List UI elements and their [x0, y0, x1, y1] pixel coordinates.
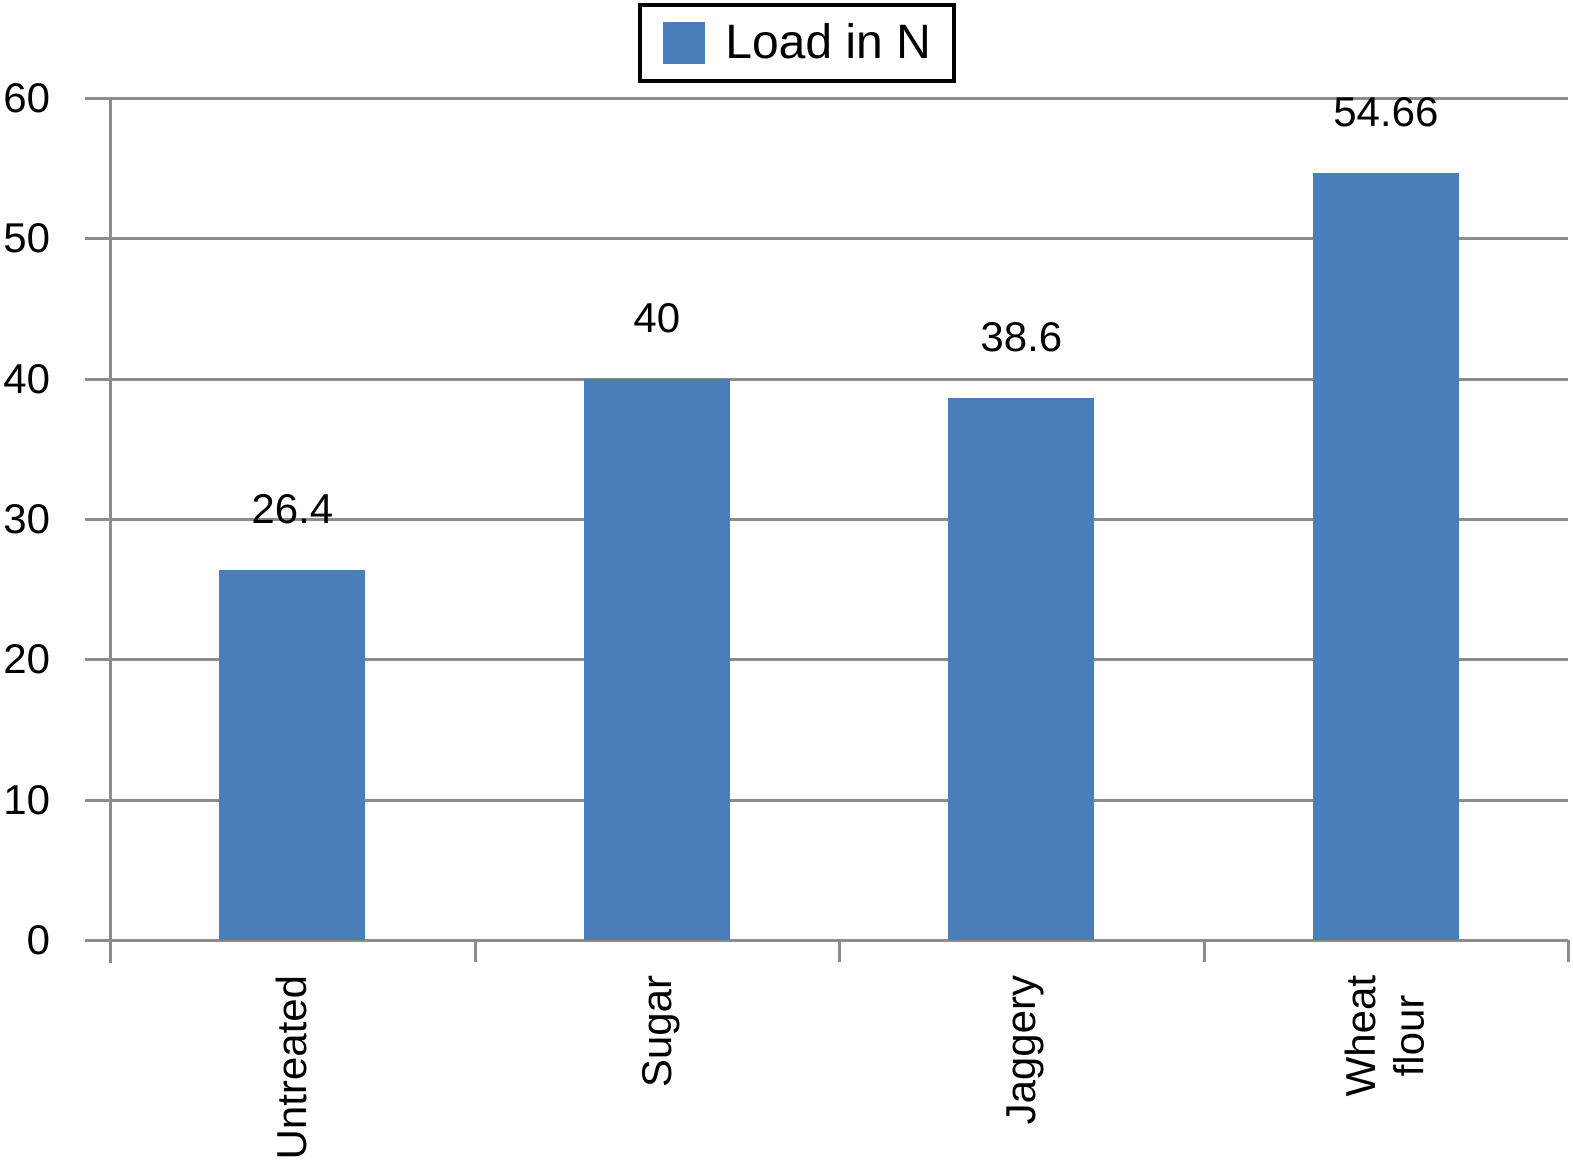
legend-swatch-icon: [663, 22, 706, 64]
x-axis-category-labels: Untreated Sugar Jaggery Wheat flour: [110, 975, 1568, 1159]
x-axis-category-cell: Jaggery: [839, 975, 1204, 1159]
bar-value-label: 40: [633, 293, 681, 341]
x-axis-category-cell: Untreated: [110, 975, 475, 1159]
bar: [583, 378, 730, 940]
y-axis-tick-label: 20: [3, 635, 50, 683]
gridline: [85, 518, 1568, 521]
y-axis-tick-label: 10: [3, 775, 50, 823]
x-axis-category-cell: Sugar: [475, 975, 840, 1159]
x-axis-tick: [1202, 940, 1206, 962]
x-axis-category-label: Wheat flour: [1337, 975, 1433, 1097]
y-axis-tick-label: 40: [3, 354, 50, 402]
y-axis-tick-label: 50: [3, 214, 50, 262]
y-axis-tick-label: 30: [3, 495, 50, 542]
bar: [219, 569, 366, 940]
bar: [948, 398, 1095, 940]
x-axis-category-label: Jaggery: [997, 975, 1045, 1125]
x-axis-category-label: Sugar: [632, 975, 680, 1088]
x-axis-category-cell: Wheat flour: [1204, 975, 1569, 1159]
x-axis-tick: [109, 940, 112, 962]
y-axis-line: [109, 97, 112, 963]
gridline: [85, 658, 1568, 662]
gridline: [85, 97, 1568, 100]
x-axis-category-label: Untreated: [268, 975, 316, 1160]
y-axis-tick-label: 60: [3, 74, 50, 121]
chart-legend: Load in N: [638, 3, 956, 83]
legend-series-label: Load in N: [725, 16, 931, 69]
x-axis-tick: [1567, 940, 1570, 962]
bar: [1312, 172, 1459, 940]
bar-value-label: 26.4: [251, 484, 334, 532]
gridline: [85, 939, 1568, 942]
gridline: [85, 237, 1568, 241]
bar-value-label: 54.66: [1333, 87, 1439, 135]
y-axis-tick-label: 0: [26, 916, 50, 963]
x-axis-tick: [473, 940, 477, 962]
x-axis-tick: [838, 940, 841, 962]
bar-value-label: 38.6: [980, 313, 1063, 361]
gridline: [85, 377, 1568, 381]
gridline: [85, 798, 1568, 802]
